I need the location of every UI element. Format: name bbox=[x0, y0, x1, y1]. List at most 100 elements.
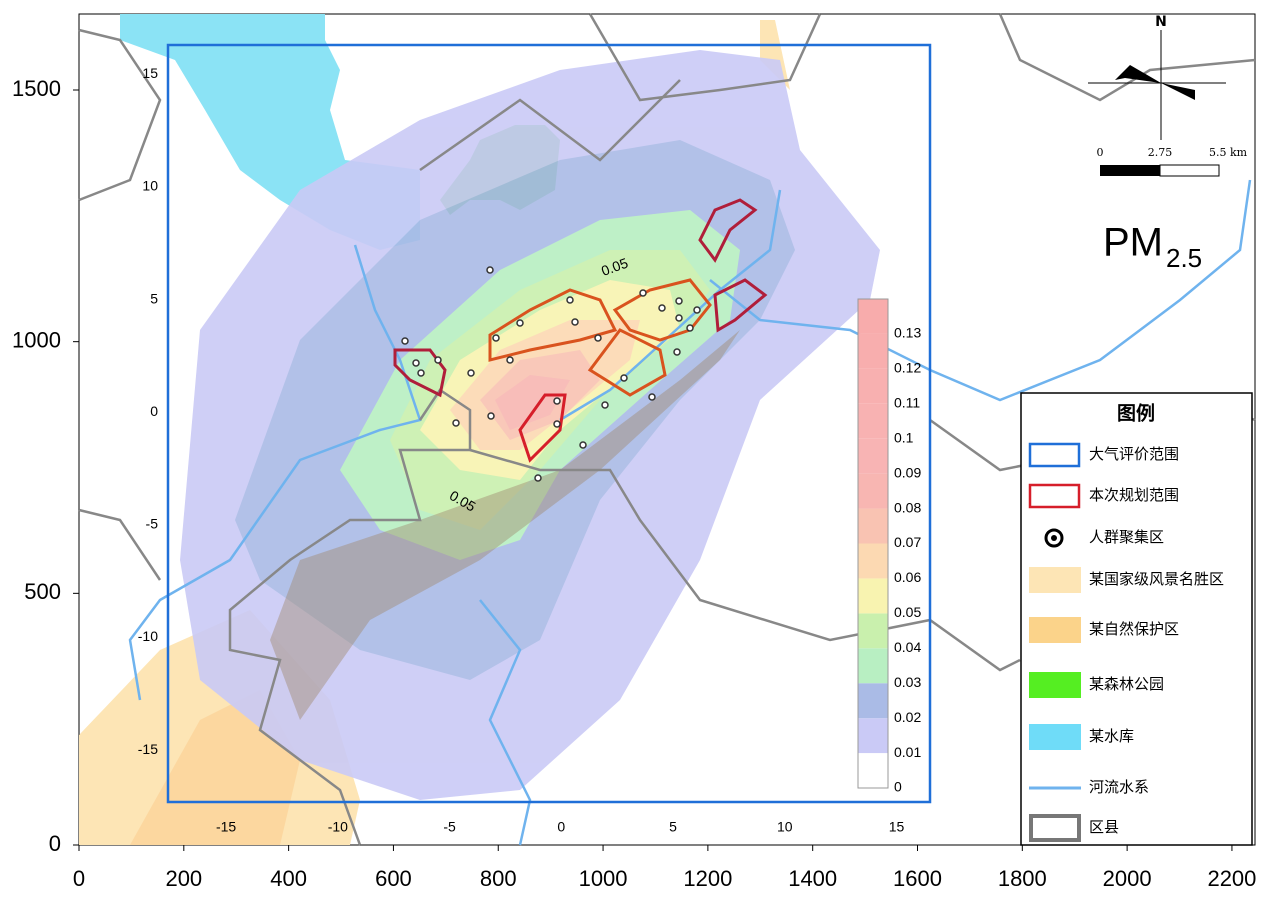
x-tick-label: 800 bbox=[480, 866, 517, 891]
scale-label: 0 bbox=[1097, 146, 1104, 159]
x-tick-label: 1200 bbox=[683, 866, 732, 891]
colorbar-cell bbox=[858, 718, 888, 754]
nature-reserve bbox=[130, 690, 300, 845]
y-tick-label: 0 bbox=[49, 831, 61, 856]
river bbox=[128, 244, 422, 701]
district-boundary bbox=[588, 13, 822, 102]
x-tick-label: 400 bbox=[270, 866, 307, 891]
inner-y-tick-label: 5 bbox=[150, 290, 158, 306]
colorbar-label: 0.13 bbox=[894, 325, 921, 341]
river bbox=[709, 179, 1252, 402]
colorbar-label: 0.06 bbox=[894, 569, 921, 585]
legend-label: 某森林公园 bbox=[1089, 675, 1164, 693]
legend-label: 区县 bbox=[1089, 818, 1119, 836]
inner-x-tick-label: -15 bbox=[216, 819, 236, 835]
district-boundary bbox=[469, 448, 1021, 672]
river bbox=[559, 189, 782, 422]
x-tick-label: 200 bbox=[165, 866, 202, 891]
planning-area bbox=[518, 393, 567, 463]
inner-x-tick-label: 0 bbox=[557, 819, 565, 835]
legend-symbol bbox=[1029, 672, 1081, 698]
wind-rose bbox=[1115, 65, 1195, 100]
inner-x-tick-label: 10 bbox=[777, 819, 793, 835]
colorbar-label: 0.1 bbox=[894, 429, 914, 445]
y-tick-label: 1000 bbox=[12, 327, 61, 352]
contour-band bbox=[495, 375, 570, 430]
x-tick-label: 1600 bbox=[893, 866, 942, 891]
colorbar-cell bbox=[858, 508, 888, 544]
inner-y-tick-label: 10 bbox=[142, 178, 158, 194]
legend-label: 大气评价范围 bbox=[1089, 445, 1179, 463]
colorbar-label: 0.04 bbox=[894, 639, 921, 655]
pollutant-subscript: 2.5 bbox=[1166, 243, 1202, 273]
river bbox=[479, 599, 532, 846]
district-boundary bbox=[78, 28, 162, 202]
nature-reserve bbox=[270, 330, 740, 720]
district-boundary bbox=[998, 13, 1256, 102]
legend-symbol bbox=[1028, 442, 1081, 468]
colorbar-cell bbox=[858, 648, 888, 684]
colorbar-label: 0.05 bbox=[894, 604, 921, 620]
colorbar-cell bbox=[858, 438, 888, 474]
inner-y-tick-label: 15 bbox=[142, 65, 158, 81]
planning-area bbox=[612, 278, 712, 342]
legend-symbol bbox=[1028, 483, 1081, 509]
inner-x-tick-label: -10 bbox=[328, 819, 348, 835]
colorbar-cell bbox=[858, 368, 888, 404]
x-tick-label: 2200 bbox=[1207, 866, 1256, 891]
colorbar-cell bbox=[858, 543, 888, 579]
planning-area bbox=[587, 328, 667, 397]
legend-symbol bbox=[1029, 617, 1081, 643]
inner-y-tick-label: -10 bbox=[138, 628, 158, 644]
planning-area bbox=[488, 288, 618, 362]
x-tick-label: 0 bbox=[73, 866, 85, 891]
colorbar-label: 0.11 bbox=[894, 394, 920, 410]
scale-bar bbox=[1100, 165, 1160, 176]
colorbar-label: 0.01 bbox=[894, 744, 921, 760]
colorbar-cell bbox=[858, 613, 888, 649]
north-label: N bbox=[1155, 14, 1167, 30]
planning-area bbox=[698, 198, 758, 263]
y-tick-label: 1500 bbox=[12, 76, 61, 101]
colorbar-cell bbox=[858, 333, 888, 369]
x-tick-label: 1800 bbox=[998, 866, 1047, 891]
inner-y-tick-label: 0 bbox=[150, 403, 158, 419]
pollutant-title: PM bbox=[1103, 221, 1163, 265]
colorbar-cell bbox=[858, 683, 888, 719]
colorbar-cell bbox=[858, 403, 888, 439]
legend-label: 河流水系 bbox=[1089, 778, 1149, 796]
x-tick-label: 2000 bbox=[1103, 866, 1152, 891]
legend-symbol bbox=[1029, 724, 1081, 750]
legend-label: 某国家级风景名胜区 bbox=[1089, 570, 1224, 588]
x-tick-label: 1400 bbox=[788, 866, 837, 891]
legend-symbol bbox=[1051, 535, 1057, 541]
colorbar-cell bbox=[858, 299, 888, 334]
colorbar-label: 0.03 bbox=[894, 674, 921, 690]
colorbar-cell bbox=[858, 753, 888, 788]
inner-x-tick-label: -5 bbox=[443, 819, 456, 835]
legend-label: 某水库 bbox=[1089, 727, 1134, 745]
inner-y-tick-label: -5 bbox=[146, 516, 159, 532]
scale-label: 5.5 km bbox=[1209, 146, 1248, 159]
colorbar-label: 0.09 bbox=[894, 464, 921, 480]
district-boundary bbox=[228, 388, 472, 846]
inner-x-tick-label: 5 bbox=[669, 819, 677, 835]
district-boundary bbox=[78, 508, 162, 581]
colorbar-cell bbox=[858, 473, 888, 509]
legend-title: 图例 bbox=[1117, 402, 1155, 425]
colorbar-label: 0.02 bbox=[894, 709, 921, 725]
inner-y-tick-label: -15 bbox=[138, 741, 158, 757]
legend-label: 人群聚集区 bbox=[1089, 528, 1164, 546]
legend-symbol bbox=[1029, 567, 1081, 593]
colorbar-label: 0.12 bbox=[894, 360, 921, 376]
planning-area bbox=[393, 348, 447, 398]
x-tick-label: 600 bbox=[375, 866, 412, 891]
legend-label: 本次规划范围 bbox=[1089, 486, 1179, 504]
planning-area bbox=[713, 278, 768, 333]
colorbar-label: 0.08 bbox=[894, 499, 921, 515]
inner-x-tick-label: 15 bbox=[889, 819, 905, 835]
evaluation-range bbox=[166, 43, 932, 804]
y-tick-label: 500 bbox=[24, 579, 61, 604]
x-tick-label: 1000 bbox=[579, 866, 628, 891]
